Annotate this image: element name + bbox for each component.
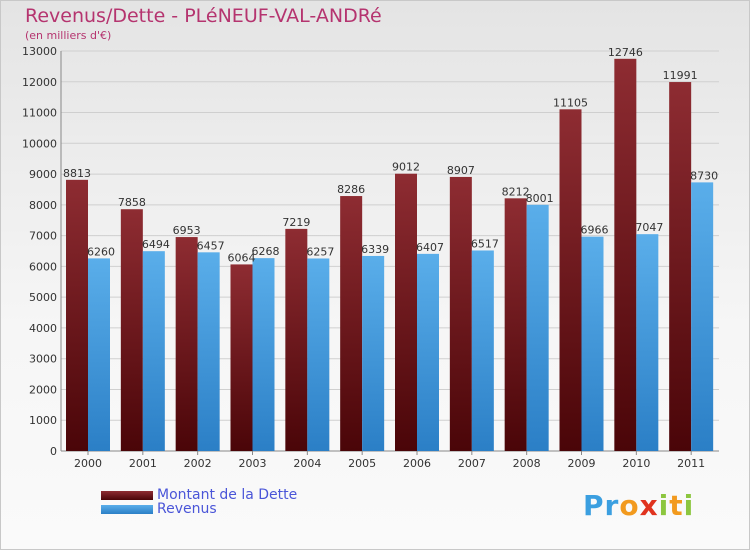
bar-dette [449,176,472,451]
y-tick-label: 4000 [29,322,57,335]
data-label-dette: 8813 [63,167,91,180]
data-label-revenus: 6260 [87,245,115,258]
logo-letter: o [619,489,640,522]
bar-revenus [581,236,604,451]
x-tick-label: 2003 [239,457,267,470]
bar-dette [614,58,637,452]
y-tick-label: 12000 [22,76,57,89]
data-label-revenus: 8730 [690,169,718,182]
data-label-dette: 6064 [228,251,256,264]
data-label-revenus: 6457 [197,239,225,252]
logo-letter: x [639,489,659,522]
data-label-revenus: 7047 [635,221,663,234]
bar-revenus [252,258,275,451]
x-tick-label: 2005 [348,457,376,470]
x-tick-label: 2011 [677,457,705,470]
legend-item-revenus: Revenus [101,501,217,517]
data-label-revenus: 6407 [416,241,444,254]
x-tick-label: 2010 [622,457,650,470]
y-tick-label: 2000 [29,383,57,396]
bar-revenus [197,252,220,451]
y-tick-label: 11000 [22,107,57,120]
bar-dette [66,179,88,452]
bar-dette [175,237,198,451]
bar-dette [285,228,308,451]
data-label-dette: 7858 [118,196,146,209]
logo-letter: i [683,489,695,522]
logo-letter: t [669,489,684,522]
x-tick-label: 2008 [513,457,541,470]
bar-revenus [691,182,714,451]
legend-swatch-revenus [101,504,153,514]
data-label-dette: 12746 [608,46,643,59]
bar-dette [230,264,253,451]
data-label-dette: 7219 [282,216,310,229]
data-label-revenus: 6517 [471,237,499,250]
bar-dette [559,109,582,452]
logo-letter: P [583,489,605,522]
data-label-revenus: 8001 [526,192,554,205]
y-tick-label: 1000 [29,414,57,427]
data-label-dette: 11991 [663,69,698,82]
bar-revenus [526,204,549,451]
y-tick-label: 9000 [29,168,57,181]
x-tick-label: 2006 [403,457,431,470]
proxiti-logo: Proxiti [583,489,694,522]
chart-subtitle: (en milliers d'€) [25,29,112,42]
bar-dette [669,82,692,452]
y-tick-label: 6000 [29,260,57,273]
x-tick-label: 2000 [74,457,102,470]
legend-item-dette: Montant de la Dette [101,487,297,503]
data-label-revenus: 6257 [306,245,334,258]
logo-letter: i [658,489,670,522]
bar-dette [120,209,143,451]
bar-revenus [307,258,330,451]
x-tick-label: 2002 [184,457,212,470]
y-tick-label: 5000 [29,291,57,304]
data-label-revenus: 6268 [252,245,280,258]
bar-dette [504,198,527,451]
data-label-dette: 9012 [392,161,420,174]
data-label-dette: 8286 [337,183,365,196]
x-tick-label: 2009 [568,457,596,470]
x-tick-label: 2007 [458,457,486,470]
data-label-dette: 8212 [502,185,530,198]
y-tick-label: 8000 [29,199,57,212]
y-tick-label: 10000 [22,137,57,150]
y-tick-label: 3000 [29,353,57,366]
bar-revenus [417,253,439,451]
bar-revenus [471,250,494,451]
data-label-revenus: 6339 [361,243,389,256]
bar-dette [340,196,363,451]
data-label-revenus: 6494 [142,238,170,251]
data-label-dette: 6953 [173,224,201,237]
bar-revenus [142,251,165,451]
x-tick-label: 2004 [293,457,321,470]
logo-letter: r [604,489,620,522]
legend-label-revenus: Revenus [157,501,217,517]
legend-label-dette: Montant de la Dette [157,487,298,503]
data-label-dette: 11105 [553,96,588,109]
bar-revenus [636,234,659,451]
legend-swatch-dette [101,490,153,500]
data-label-revenus: 6966 [581,224,609,237]
y-tick-label: 0 [50,445,57,458]
y-tick-label: 7000 [29,230,57,243]
y-tick-label: 13000 [22,45,57,58]
bar-dette [395,173,417,451]
bar-revenus [88,258,110,451]
bar-revenus [362,255,385,451]
chart-title: Revenus/Dette - PLéNEUF-VAL-ANDRé [25,5,382,27]
x-tick-label: 2001 [129,457,157,470]
data-label-dette: 8907 [447,164,475,177]
